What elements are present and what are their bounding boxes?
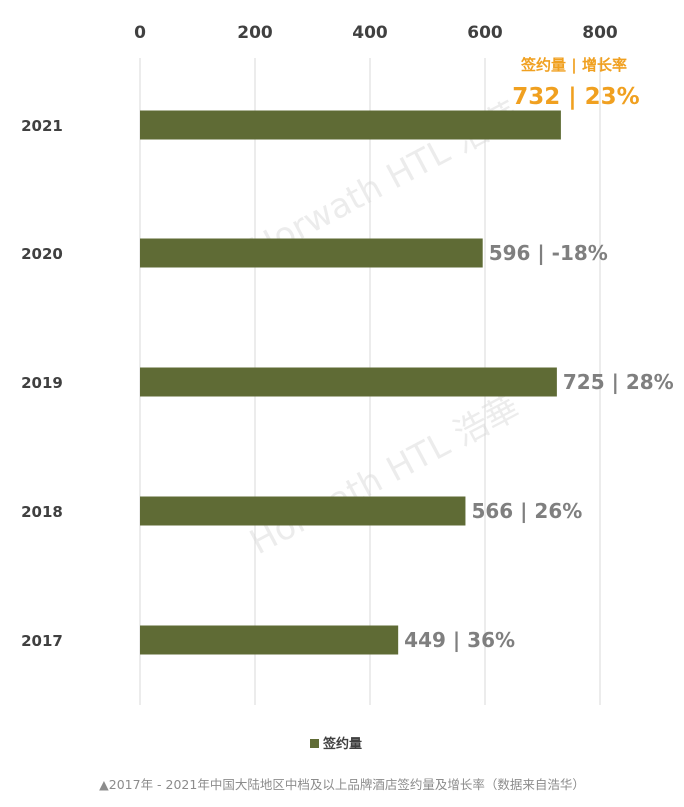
data-label-2021: 732 | 23% (512, 84, 639, 110)
x-tick-label-800: 800 (582, 23, 618, 43)
category-label-2021: 2021 (21, 117, 63, 135)
data-label-2017: 449 | 36% (404, 628, 515, 652)
legend: 签约量 (310, 736, 362, 752)
figure-caption: ▲2017年 - 2021年中国大陆地区中档及以上品牌酒店签约量及增长率（数据来… (99, 777, 585, 792)
header-label: 签约量 | 增长率 (520, 56, 627, 75)
watermark: Horwath HTL 浩華 Horwath HTL 浩華 (243, 94, 526, 563)
x-tick-label-200: 200 (237, 23, 273, 43)
x-axis-ticks: 0 200 400 600 800 (134, 23, 618, 43)
bar-2018 (140, 496, 466, 526)
category-label-2017: 2017 (21, 632, 63, 650)
bar-2021 (140, 110, 561, 140)
bars (140, 110, 561, 655)
data-label-2019: 725 | 28% (563, 370, 674, 394)
category-label-2018: 2018 (21, 503, 63, 521)
legend-swatch (310, 739, 319, 748)
legend-label: 签约量 (322, 736, 362, 752)
x-tick-label-400: 400 (352, 23, 388, 43)
category-label-2020: 2020 (21, 245, 63, 263)
bar-2017 (140, 625, 399, 655)
data-label-2018: 566 | 26% (471, 499, 582, 523)
category-labels: 2021 2020 2019 2018 2017 (21, 117, 63, 650)
data-labels: 732 | 23% 596 | -18% 725 | 28% 566 | 26% 449… (404, 84, 674, 652)
x-tick-label-600: 600 (467, 23, 503, 43)
watermark-text-2: Horwath HTL 浩華 (243, 387, 526, 563)
bar-chart: Horwath HTL 浩華 Horwath HTL 浩華 0 200 400 600… (21, 23, 674, 752)
bar-2019 (140, 367, 557, 397)
data-label-2020: 596 | -18% (489, 241, 608, 265)
x-tick-label-0: 0 (134, 23, 146, 43)
category-label-2019: 2019 (21, 374, 63, 392)
bar-2020 (140, 238, 483, 268)
